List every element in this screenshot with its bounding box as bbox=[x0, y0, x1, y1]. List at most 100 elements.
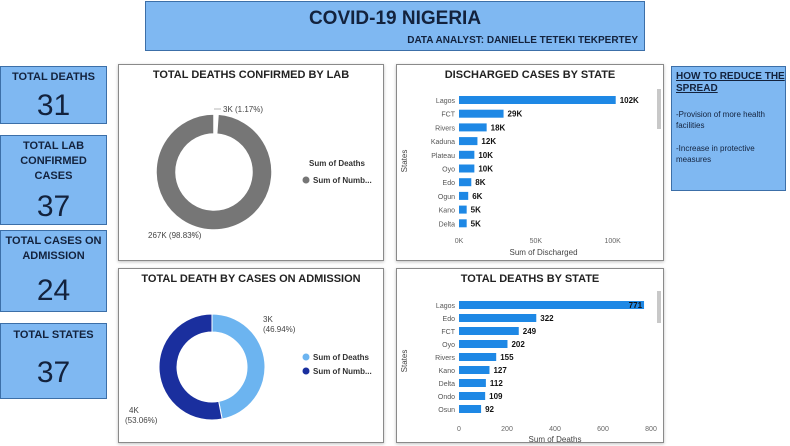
category-label: FCT bbox=[441, 329, 455, 336]
dashboard-subtitle: DATA ANALYST: DANIELLE TETEKI TEKPERTEY bbox=[407, 35, 638, 46]
tick-label: 400 bbox=[549, 426, 561, 433]
kpi-total-lab-confirmed: TOTAL LAB CONFIRMED CASES 37 bbox=[0, 135, 107, 225]
data-label: 322 bbox=[540, 314, 554, 323]
tick-label: 800 bbox=[645, 426, 657, 433]
category-label: Delta bbox=[439, 221, 455, 228]
donut-slice bbox=[158, 313, 223, 421]
legend-marker bbox=[302, 176, 310, 184]
category-label: Kaduna bbox=[431, 139, 455, 146]
legend-title: Sum of Deaths bbox=[309, 159, 366, 168]
data-label-percent: (53.06%) bbox=[125, 416, 158, 425]
data-label: 10K bbox=[478, 151, 493, 160]
data-label: 5K bbox=[471, 206, 481, 215]
bar bbox=[459, 150, 475, 159]
category-label: Lagos bbox=[436, 303, 456, 310]
bar bbox=[459, 109, 504, 118]
bar bbox=[459, 392, 486, 400]
bar bbox=[459, 219, 467, 228]
note-item: -Increase in protective measures bbox=[676, 144, 755, 164]
data-label: 12K bbox=[481, 137, 496, 146]
data-label: 109 bbox=[489, 392, 503, 401]
kpi-value: 37 bbox=[36, 190, 71, 223]
category-label: Kano bbox=[439, 208, 455, 215]
category-label: Plateau bbox=[431, 153, 455, 160]
data-label: 8K bbox=[475, 178, 485, 187]
legend-label: Sum of Numb... bbox=[313, 176, 372, 185]
bar bbox=[459, 314, 537, 322]
bar bbox=[459, 379, 486, 387]
data-label: 249 bbox=[523, 327, 537, 336]
kpi-total-deaths: TOTAL DEATHS 31 bbox=[0, 66, 107, 124]
data-label: 6K bbox=[472, 192, 482, 201]
category-label: Delta bbox=[439, 381, 455, 388]
category-label: FCT bbox=[441, 112, 455, 119]
chart-card-deaths-by-state: TOTAL DEATHS BY STATE Lagos 771 Edo 322 FCT 2… bbox=[396, 268, 664, 444]
donut-slice bbox=[155, 113, 273, 231]
kpi-total-states: TOTAL STATES 37 bbox=[0, 323, 107, 399]
bar bbox=[459, 96, 616, 104]
tick-label: 600 bbox=[597, 426, 609, 433]
chart-title: DISCHARGED CASES BY STATE bbox=[444, 69, 616, 81]
legend-label: Sum of Numb... bbox=[313, 367, 372, 376]
legend-marker bbox=[302, 367, 310, 375]
category-label: Rivers bbox=[435, 355, 455, 362]
chart-title: TOTAL DEATHS BY STATE bbox=[460, 273, 600, 285]
kpi-label: TOTAL CASES ON ADMISSION bbox=[5, 235, 102, 262]
data-label-percent: (46.94%) bbox=[263, 325, 296, 334]
category-label: Ogun bbox=[438, 194, 455, 201]
category-label: Rivers bbox=[435, 125, 455, 132]
bar-chart-discharged-by-state: Lagos 102K FCT 29K Rivers 18K Kaduna 12K Plateau… bbox=[400, 89, 661, 257]
kpi-value: 24 bbox=[36, 274, 71, 307]
kpi-total-cases-on-admission: TOTAL CASES ON ADMISSION 24 bbox=[0, 230, 107, 312]
chart-title: TOTAL DEATHS CONFIRMED BY LAB bbox=[152, 69, 350, 81]
category-label: Oyo bbox=[442, 167, 455, 174]
donut-chart-deaths-by-lab: 3K (1.17%) 267K (98.83%) Sum of Deaths Sum … bbox=[148, 105, 372, 240]
data-label: 155 bbox=[500, 353, 514, 362]
data-label: 4K bbox=[129, 406, 139, 415]
category-label: Ondo bbox=[438, 394, 455, 401]
data-label: 18K bbox=[491, 123, 506, 132]
data-label: 3K bbox=[263, 315, 273, 324]
tick-label: 0K bbox=[455, 238, 464, 245]
category-label: Oyo bbox=[442, 342, 455, 349]
data-label: 5K bbox=[471, 219, 481, 228]
bar bbox=[459, 366, 490, 374]
header-banner: COVID-19 NIGERIA DATA ANALYST: DANIELLE … bbox=[145, 1, 645, 51]
bar bbox=[459, 405, 482, 413]
data-label: 771 bbox=[629, 301, 643, 310]
category-label: Lagos bbox=[436, 98, 456, 105]
chart-card-discharged-by-state: DISCHARGED CASES BY STATE Lagos 102K FCT 29… bbox=[396, 64, 664, 261]
bar-chart-deaths-by-state: Lagos 771 Edo 322 FCT 249 Oyo 202 Rivers 155 Kano 1… bbox=[400, 291, 661, 444]
category-label: Osun bbox=[438, 407, 455, 414]
category-label: Kano bbox=[439, 368, 455, 375]
bar bbox=[459, 137, 478, 146]
data-label: 202 bbox=[511, 340, 525, 349]
data-label: 10K bbox=[478, 165, 493, 174]
kpi-label: TOTAL DEATHS bbox=[12, 71, 95, 83]
spread-reduction-note: HOW TO REDUCE THE SPREAD -Provision of m… bbox=[671, 66, 786, 191]
data-label: 92 bbox=[485, 405, 494, 414]
chart-card-death-by-admission: TOTAL DEATH BY CASES ON ADMISSION 3K (46.… bbox=[118, 268, 384, 443]
data-label: 127 bbox=[493, 366, 507, 375]
kpi-label: TOTAL STATES bbox=[13, 329, 94, 341]
data-label: 3K (1.17%) bbox=[223, 105, 263, 114]
bar bbox=[459, 164, 475, 173]
bar bbox=[459, 191, 469, 200]
tick-label: 0 bbox=[457, 426, 461, 433]
bar bbox=[459, 205, 467, 214]
category-label: Edo bbox=[443, 316, 456, 323]
axis-label-x: Sum of Deaths bbox=[529, 435, 582, 444]
kpi-label: TOTAL LAB CONFIRMED CASES bbox=[20, 140, 87, 182]
bar bbox=[459, 178, 472, 187]
tick-label: 50K bbox=[530, 238, 543, 245]
note-title: HOW TO REDUCE THE SPREAD bbox=[676, 71, 785, 94]
leader-line bbox=[190, 230, 200, 236]
scrollbar-thumb bbox=[657, 291, 661, 323]
data-label: 102K bbox=[620, 96, 639, 105]
axis-label-x: Sum of Discharged bbox=[509, 248, 577, 257]
tick-label: 200 bbox=[501, 426, 513, 433]
bar bbox=[459, 340, 508, 348]
donut-slice bbox=[211, 313, 266, 420]
dashboard-title: COVID-19 NIGERIA bbox=[308, 8, 482, 29]
kpi-value: 31 bbox=[36, 89, 71, 122]
